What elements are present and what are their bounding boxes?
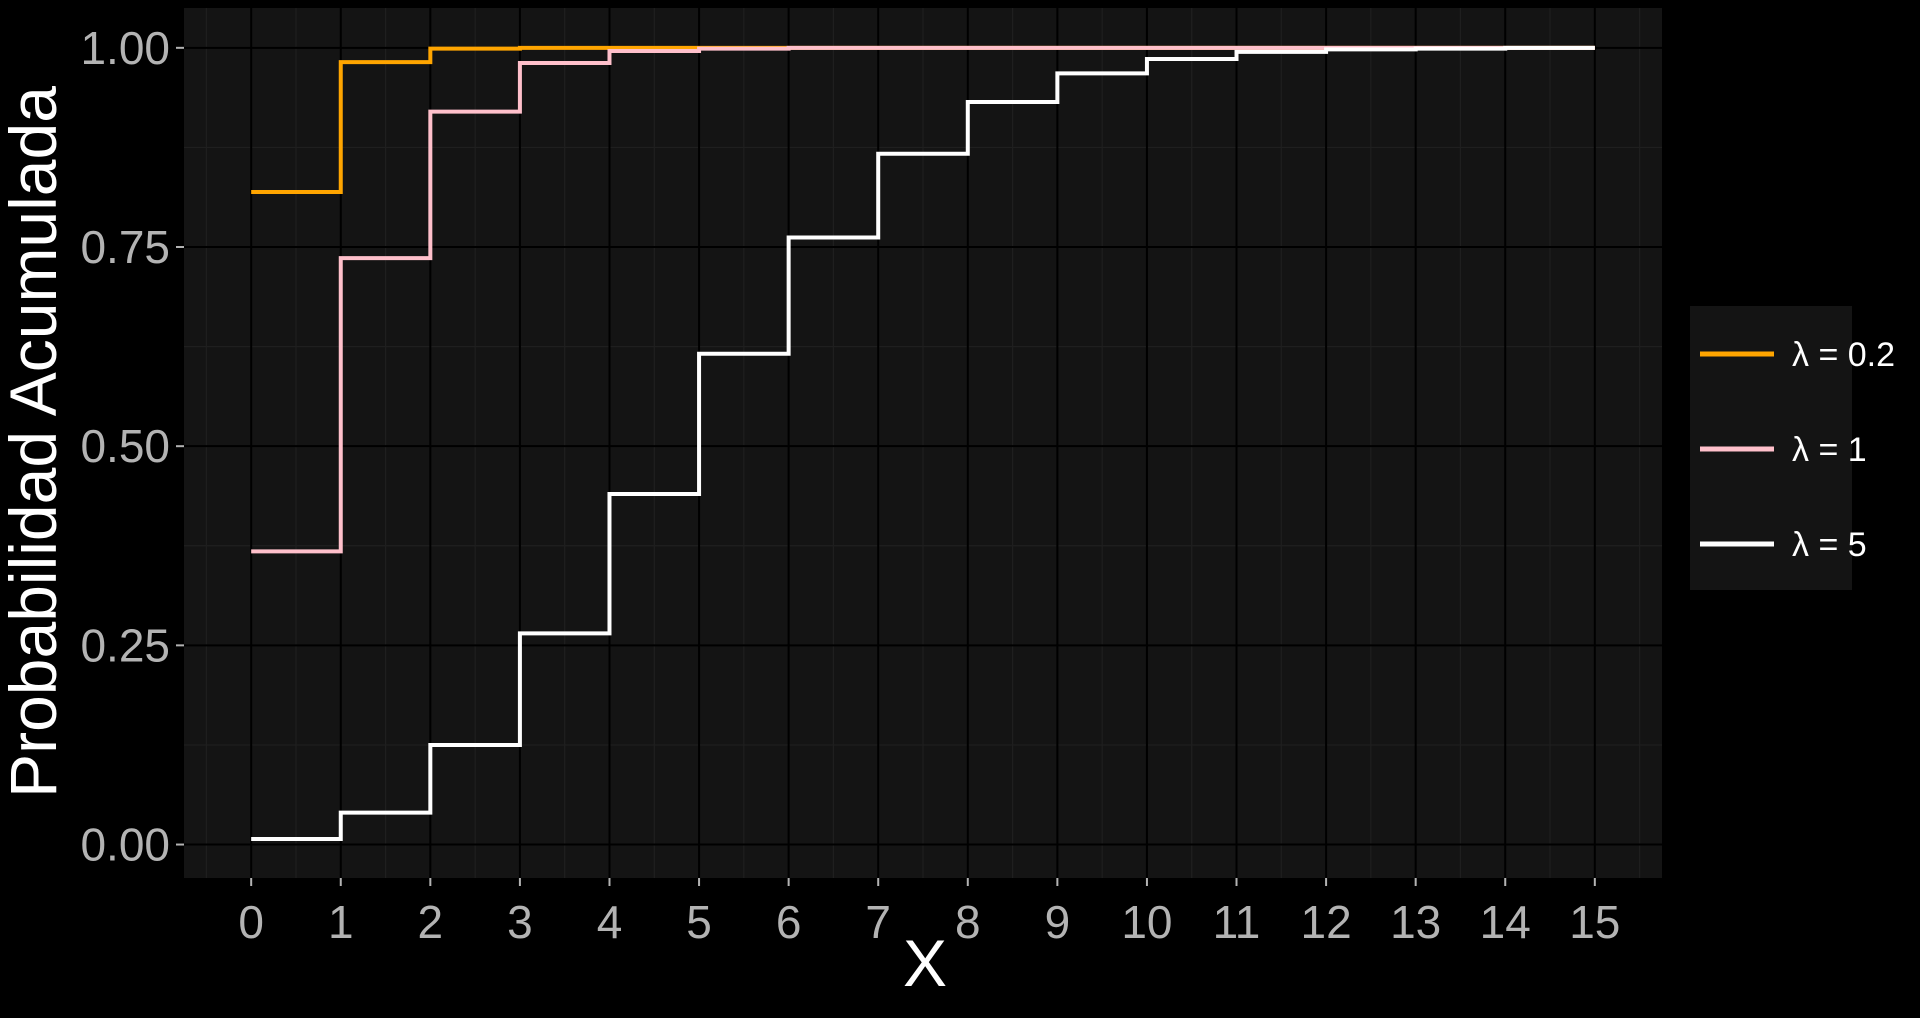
legend-label-2: λ = 1 bbox=[1792, 431, 1867, 469]
series-line-3 bbox=[251, 45, 1595, 841]
x-tick-label: 5 bbox=[686, 896, 712, 948]
x-tick-label: 9 bbox=[1045, 896, 1071, 948]
y-tick-label: 0.00 bbox=[80, 819, 170, 871]
legend-label-3: λ = 5 bbox=[1792, 526, 1867, 564]
y-tick-label: 0.50 bbox=[80, 420, 170, 472]
x-tick-label: 14 bbox=[1480, 896, 1531, 948]
legend-label-1: λ = 0.2 bbox=[1792, 336, 1895, 374]
x-tick-label: 3 bbox=[507, 896, 533, 948]
x-tick-label: 0 bbox=[238, 896, 264, 948]
x-tick-label: 4 bbox=[597, 896, 623, 948]
x-tick-label: 12 bbox=[1301, 896, 1352, 948]
y-tick-label: 0.75 bbox=[80, 221, 170, 273]
x-tick-label: 15 bbox=[1569, 896, 1620, 948]
x-tick-label: 6 bbox=[776, 896, 802, 948]
x-tick-label: 2 bbox=[418, 896, 444, 948]
x-axis-title: X bbox=[903, 926, 947, 1000]
x-tick-label: 8 bbox=[955, 896, 981, 948]
x-tick-label: 11 bbox=[1213, 896, 1261, 948]
y-axis-title: Probabilidad Acumulada bbox=[0, 86, 70, 798]
x-tick-label: 13 bbox=[1390, 896, 1441, 948]
x-tick-label: 7 bbox=[865, 896, 891, 948]
series-line-2 bbox=[251, 45, 1595, 554]
x-tick-label: 10 bbox=[1121, 896, 1172, 948]
x-tick-label: 1 bbox=[328, 896, 354, 948]
y-tick-label: 0.25 bbox=[80, 619, 170, 671]
legend: λ = 0.2 λ = 1 λ = 5 bbox=[1690, 306, 1895, 590]
y-tick-label: 1.00 bbox=[80, 22, 170, 74]
